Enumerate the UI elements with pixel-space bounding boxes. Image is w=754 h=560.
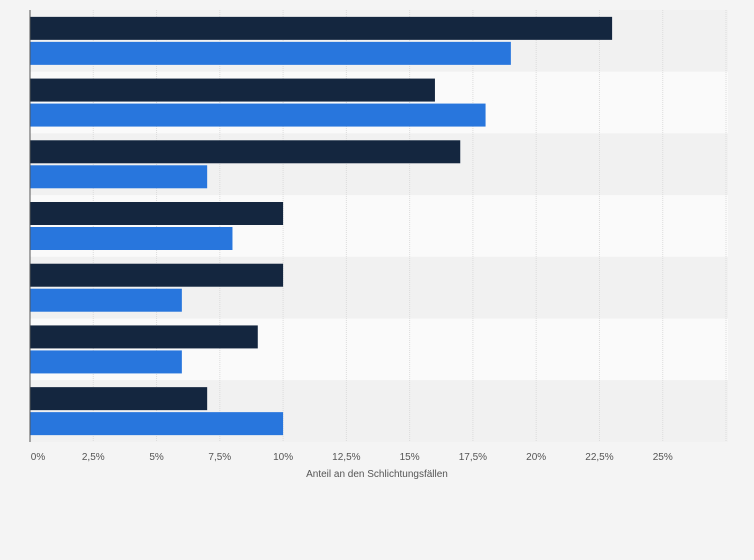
x-tick-label-2: 2,5%: [82, 452, 105, 463]
x-tick-label-11: 25%: [653, 452, 673, 463]
bar-series1-row1: [30, 16, 613, 40]
x-tick-label-10: 22,5%: [585, 452, 613, 463]
x-axis-title: Anteil an den Schlichtungsfällen: [306, 469, 448, 480]
bar-series1-row7: [30, 387, 208, 411]
bar-series2-row5: [30, 288, 182, 312]
x-tick-label-5: 10%: [273, 452, 293, 463]
bar-series2-row6: [30, 350, 182, 374]
bar-series2-row3: [30, 165, 208, 189]
bar-series1-row3: [30, 140, 461, 164]
bar-series1-row5: [30, 263, 284, 287]
bar-series1-row2: [30, 78, 435, 102]
x-tick-label-8: 17,5%: [459, 452, 487, 463]
bar-series2-row1: [30, 41, 511, 65]
x-tick-label-4: 7,5%: [208, 452, 231, 463]
bar-series2-row4: [30, 227, 233, 250]
bar-series1-row6: [30, 325, 258, 349]
row-bands: [30, 10, 728, 442]
x-tick-label-7: 15%: [400, 452, 420, 463]
bar-series2-row2: [30, 103, 486, 127]
x-tick-labels: 0% 2,5% 5% 7,5% 10% 12,5% 15% 17,5% 20% 22,5% 25%: [31, 452, 673, 463]
bar-series2-row7: [30, 412, 284, 436]
x-tick-label-1: 0%: [31, 452, 46, 463]
x-tick-label-6: 12,5%: [332, 452, 360, 463]
bars: [30, 16, 613, 436]
x-tick-label-3: 5%: [149, 452, 164, 463]
x-tick-label-9: 20%: [526, 452, 546, 463]
bar-series1-row4: [30, 202, 284, 225]
